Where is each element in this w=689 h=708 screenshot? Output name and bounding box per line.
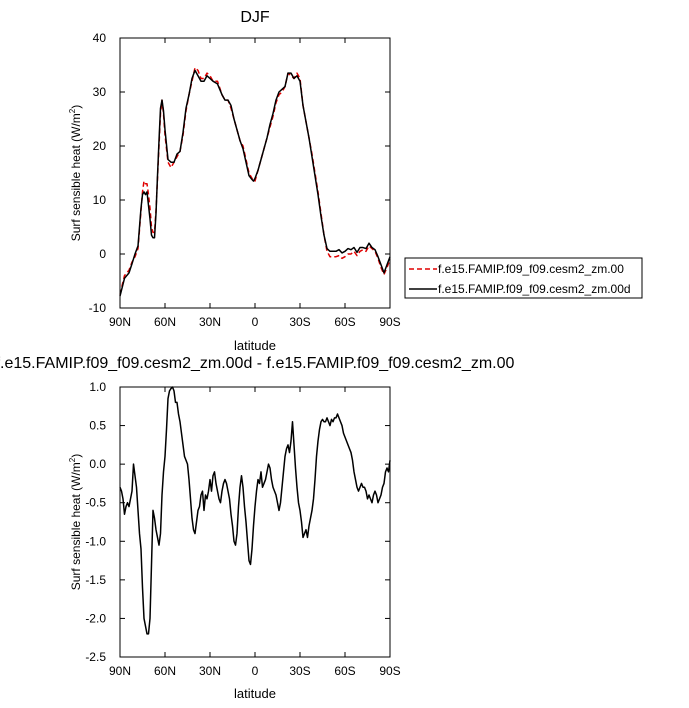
bottom-axes: 90N 60N 30N 0 30S 60S 90S 1.0 0.5 0.0 -0.5 -1.0 -1.5… — [85, 380, 400, 678]
top-y-tick-label: -10 — [89, 301, 107, 315]
bottom-y-tick-label: -1.0 — [85, 534, 106, 548]
top-y-axis-label: Surf sensible heat (W/m2) — [68, 105, 83, 242]
top-series-line-0 — [119, 66, 391, 295]
bottom-panel: f.e15.FAMIP.f09_f09.cesm2_zm.00d - f.e15… — [0, 355, 515, 701]
top-y-tick-label: 40 — [93, 31, 107, 45]
top-x-tick-label: 60N — [154, 315, 176, 329]
top-chart-title: DJF — [240, 9, 270, 26]
bottom-series-line-0 — [119, 386, 391, 635]
bottom-y-tick-label: -1.5 — [85, 573, 106, 587]
bottom-y-tick-label: 1.0 — [89, 380, 106, 394]
legend: f.e15.FAMIP.f09_f09.cesm2_zm.00 f.e15.FA… — [404, 257, 643, 299]
top-series-line-1 — [119, 69, 391, 297]
top-y-tick-label: 0 — [99, 247, 106, 261]
bottom-y-tick-label: -0.5 — [85, 496, 106, 510]
legend-box — [404, 257, 643, 299]
top-y-tick-label: 20 — [93, 139, 107, 153]
bottom-y-tick-label: 0.5 — [89, 419, 106, 433]
top-axes: 90N 60N 30N 0 30S 60S 90S 40 30 20 10 0 -10 — [89, 31, 401, 329]
top-plot-lines — [119, 66, 391, 297]
bottom-x-tick-label: 60N — [154, 664, 176, 678]
bottom-y-axis-label: Surf sensible heat (W/m2) — [68, 454, 83, 591]
bottom-x-tick-label: 60S — [334, 664, 355, 678]
bottom-x-tick-label: 30S — [289, 664, 310, 678]
bottom-x-tick-label: 0 — [252, 664, 259, 678]
top-plot-frame — [119, 37, 391, 309]
top-x-tick-label: 60S — [334, 315, 355, 329]
top-y-tick-label: 10 — [93, 193, 107, 207]
top-x-tick-label: 30S — [289, 315, 310, 329]
top-x-tick-label: 0 — [252, 315, 259, 329]
legend-entry-run-00: f.e15.FAMIP.f09_f09.cesm2_zm.00 — [438, 262, 624, 276]
top-panel: DJF 90N 60N 30N 0 30S 60S 90S 40 30 20 10 0 -10 lati… — [68, 9, 401, 353]
bottom-y-tick-label: 0.0 — [89, 457, 106, 471]
bottom-x-tick-label: 30N — [199, 664, 221, 678]
top-y-tick-label: 30 — [93, 85, 107, 99]
bottom-x-tick-label: 90N — [109, 664, 131, 678]
top-x-axis-label: latitude — [234, 338, 276, 353]
top-x-tick-label: 90S — [379, 315, 400, 329]
bottom-chart-title: f.e15.FAMIP.f09_f09.cesm2_zm.00d - f.e15… — [0, 355, 515, 372]
bottom-x-tick-label: 90S — [379, 664, 400, 678]
bottom-y-tick-label: -2.5 — [85, 650, 106, 664]
legend-entry-run-00d: f.e15.FAMIP.f09_f09.cesm2_zm.00d — [438, 282, 631, 296]
top-x-tick-label: 30N — [199, 315, 221, 329]
bottom-y-tick-label: -2.0 — [85, 611, 106, 625]
top-x-tick-label: 90N — [109, 315, 131, 329]
bottom-x-axis-label: latitude — [234, 686, 276, 701]
bottom-plot-lines — [119, 386, 391, 635]
